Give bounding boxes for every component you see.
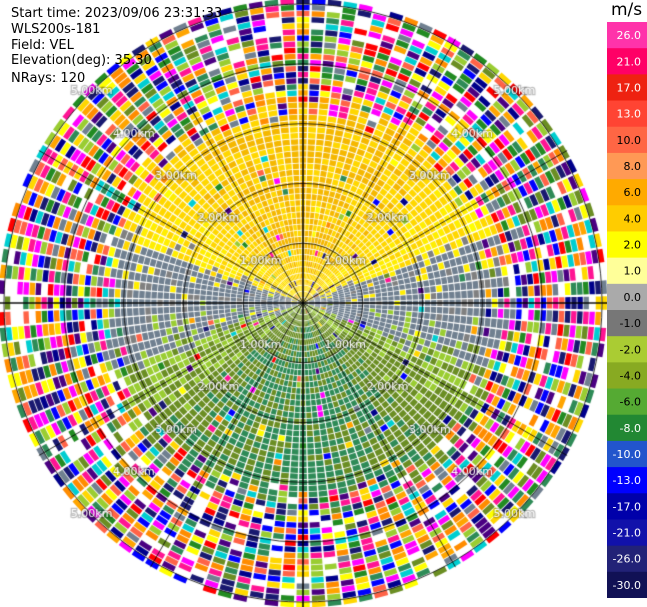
colorbar-tick-label: -30.0: [613, 579, 641, 592]
start-time-label: Start time: 2023/09/06 23:31:33: [11, 6, 223, 21]
colorbar-tick-label: 1.0: [624, 265, 642, 278]
colorbar-swatch: [607, 231, 647, 259]
colorbar-swatch: [607, 310, 647, 337]
colorbar-swatch: [607, 152, 647, 180]
nrays-label: NRays: 120: [11, 71, 86, 86]
colorbar-tick-label: -8.0: [620, 422, 641, 435]
colorbar-tick-label: -26.0: [613, 553, 641, 566]
colorbar-tick-label: -2.0: [620, 343, 641, 356]
colorbar-swatch: [607, 74, 647, 102]
colorbar-tick-label: 0.0: [624, 291, 642, 304]
colorbar-tick-label: -10.0: [613, 448, 641, 461]
colorbar-tick-label: 13.0: [617, 108, 642, 121]
colorbar-tick-label: -13.0: [613, 474, 641, 487]
colorbar-tick-label: -6.0: [620, 396, 641, 409]
colorbar-swatch: [607, 48, 647, 75]
colorbar-tick-label: 2.0: [624, 239, 642, 252]
colorbar-tick-label: 17.0: [617, 81, 642, 94]
colorbar-swatch: [607, 179, 647, 206]
colorbar: 26.0 21.0 17.0 13.0 10.0 8.0 6.0 4.0 2.0 1.0 0.0 -1…: [607, 22, 647, 598]
elevation-label: Elevation(deg): 35.30: [11, 53, 152, 68]
colorbar-swatch: [607, 440, 647, 468]
colorbar-swatch: [607, 336, 647, 363]
instrument-label: WLS200s-181: [11, 22, 101, 37]
colorbar-swatch: [607, 100, 647, 128]
colorbar-tick-label: -21.0: [613, 527, 641, 540]
colorbar-swatch: [607, 126, 647, 154]
field-label: Field: VEL: [11, 38, 74, 53]
colorbar-swatch: [607, 414, 647, 442]
colorbar-tick-label: 8.0: [624, 160, 642, 173]
colorbar-tick-label: -17.0: [613, 500, 641, 513]
colorbar-swatch: [607, 493, 647, 520]
colorbar-tick-label: 10.0: [617, 134, 642, 147]
colorbar-tick-label: 6.0: [624, 186, 642, 199]
colorbar-tick-label: 21.0: [617, 55, 642, 68]
colorbar-tick-label: -1.0: [620, 317, 641, 330]
colorbar-swatch: [607, 283, 647, 311]
colorbar-unit-label: m/s: [611, 0, 643, 20]
colorbar-tick-label: -4.0: [620, 369, 641, 382]
colorbar-swatch: [607, 388, 647, 416]
colorbar-swatch: [607, 545, 647, 573]
colorbar-tick-label: 26.0: [617, 29, 642, 42]
colorbar-swatch: [607, 22, 647, 49]
colorbar-swatch: [607, 257, 647, 285]
colorbar-swatch: [607, 571, 647, 598]
colorbar-swatch: [607, 519, 647, 547]
colorbar-swatch: [607, 205, 647, 232]
colorbar-tick-label: 4.0: [624, 212, 642, 225]
colorbar-swatch: [607, 362, 647, 390]
colorbar-swatch: [607, 467, 647, 494]
